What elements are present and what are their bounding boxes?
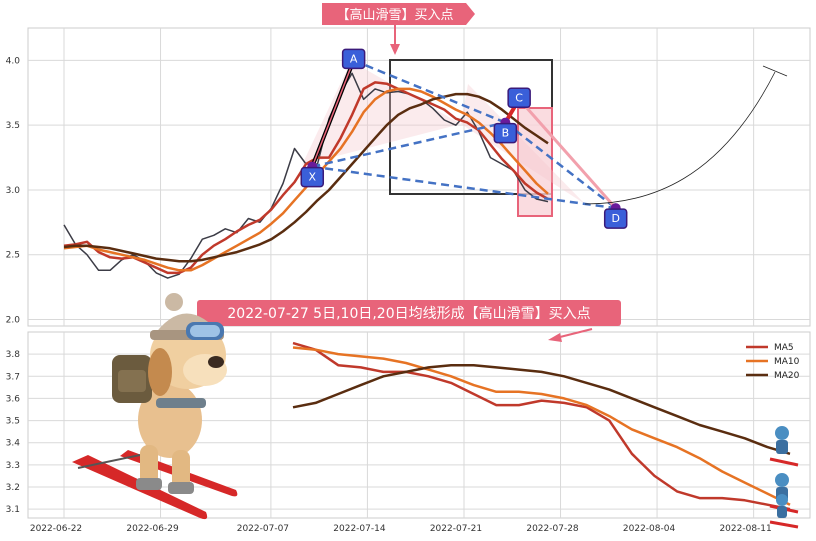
pattern-point-a xyxy=(341,48,366,70)
legend: MA5 MA10 MA20 xyxy=(746,343,800,381)
x-tick-label: 2022-06-29 xyxy=(126,524,179,534)
top-y-tick: 3.5 xyxy=(6,121,20,131)
bottom-y-tick: 3.3 xyxy=(6,461,20,471)
top-series-ma10 xyxy=(63,87,549,272)
bottom-y-tick: 3.1 xyxy=(6,505,20,515)
x-tick-label: 2022-06-22 xyxy=(30,524,82,534)
top-y-tick: 3.0 xyxy=(6,186,21,196)
x-tick-label: 2022-08-11 xyxy=(719,524,771,534)
skiing-dog-illustration xyxy=(72,293,238,520)
small-skier-icon xyxy=(769,426,799,529)
mid-banner: 2022-07-27 5日,10日,20日均线形成【高山滑雪】买入点 xyxy=(197,300,621,342)
pattern-point-b xyxy=(493,122,518,144)
x-tick-label: 2022-07-07 xyxy=(237,524,289,534)
x-tick-label: 2022-07-14 xyxy=(333,524,386,534)
legend-label: MA20 xyxy=(774,371,800,381)
pattern-point-label: C xyxy=(515,91,523,104)
mid-banner-text: 2022-07-27 5日,10日,20日均线形成【高山滑雪】买入点 xyxy=(227,305,590,322)
pattern-point-x xyxy=(300,166,325,188)
pattern-point-d xyxy=(603,208,628,229)
bottom-y-tick: 3.4 xyxy=(6,439,21,449)
top-banner-text: 【高山滑雪】买入点 xyxy=(336,7,453,23)
top-y-tick: 2.5 xyxy=(6,251,20,261)
x-tick-label: 2022-07-28 xyxy=(526,524,579,534)
bottom-y-tick: 3.5 xyxy=(6,417,20,427)
pattern-leg-xa-inner xyxy=(311,60,355,167)
bottom-y-tick: 3.7 xyxy=(6,372,20,382)
exit-curve-tick xyxy=(762,65,788,77)
pattern-triangle-bcd xyxy=(461,84,585,204)
bottom-series-ma20 xyxy=(292,363,791,455)
pattern-point-label: D xyxy=(611,212,619,225)
legend-label: MA10 xyxy=(774,357,800,367)
bottom-y-tick: 3.6 xyxy=(6,394,21,404)
x-tick-label: 2022-07-21 xyxy=(430,524,482,534)
bottom-series-ma10 xyxy=(292,346,791,506)
pattern-leg-ab xyxy=(353,59,506,124)
top-panel xyxy=(27,27,811,327)
legend-label: MA5 xyxy=(774,343,794,353)
exit-curve xyxy=(584,71,776,205)
x-tick-label: 2022-08-04 xyxy=(623,524,676,534)
top-y-tick: 4.0 xyxy=(6,56,21,66)
bottom-series-ma5 xyxy=(292,341,791,511)
top-series-ma20 xyxy=(63,92,549,263)
bottom-y-tick: 3.2 xyxy=(6,483,20,493)
bottom-y-tick: 3.8 xyxy=(6,350,21,360)
pattern-point-label: B xyxy=(502,127,510,140)
pattern-leg-bd xyxy=(504,121,617,210)
pattern-point-label: X xyxy=(308,171,316,184)
top-series-ma5 xyxy=(63,81,549,275)
pattern-point-c xyxy=(507,87,531,109)
pattern-point-label: A xyxy=(350,52,358,65)
pattern-leg-xb xyxy=(311,121,506,168)
pattern-leg-cd xyxy=(518,98,617,210)
top-y-tick: 2.0 xyxy=(6,316,21,326)
top-banner: 【高山滑雪】买入点 xyxy=(322,3,475,55)
